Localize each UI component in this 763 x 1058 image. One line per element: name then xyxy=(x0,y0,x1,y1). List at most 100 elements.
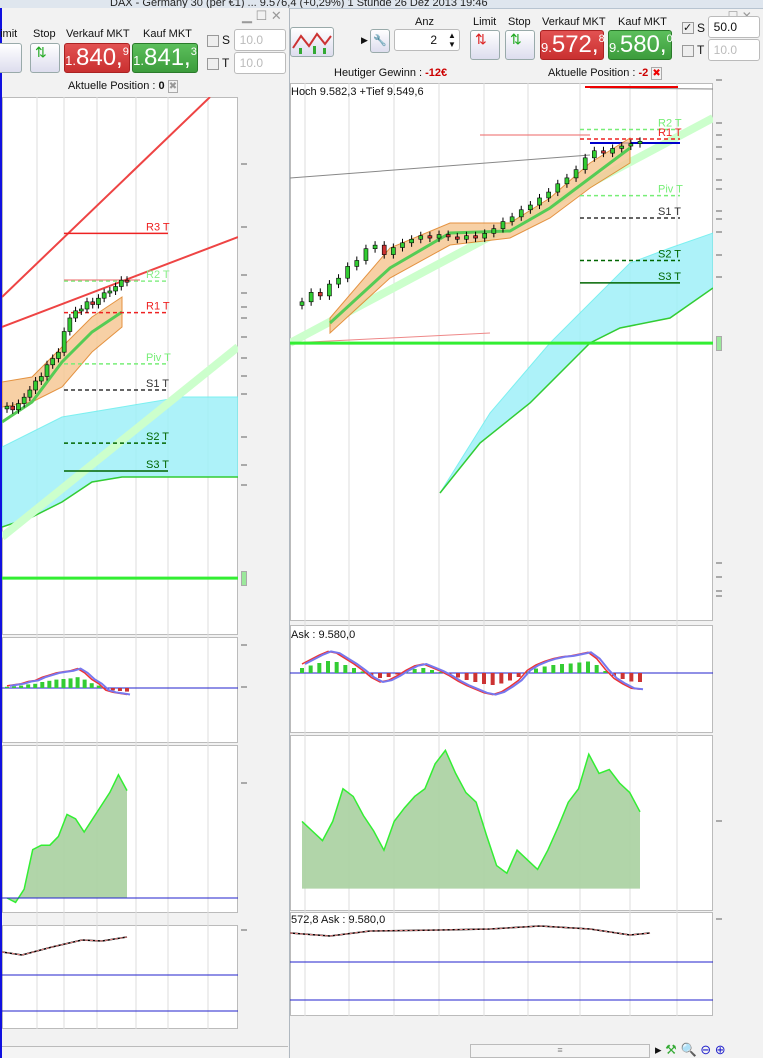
target-distance-input[interactable]: 10.0 xyxy=(708,39,760,61)
candle xyxy=(546,191,551,199)
ichimoku-span-b xyxy=(439,287,713,494)
candle xyxy=(464,235,469,240)
stop-order-button[interactable]: ⇅ xyxy=(30,43,60,73)
position-value: -2 xyxy=(638,67,649,79)
trend-line xyxy=(2,343,238,541)
scrollbar[interactable]: ≡ xyxy=(470,1044,650,1058)
macd-value-label xyxy=(241,644,247,646)
macd-line xyxy=(9,667,131,696)
target-distance-input[interactable]: 10.0 xyxy=(234,52,286,74)
buy-price-fraction: 3 xyxy=(190,46,197,58)
price-label-box xyxy=(716,146,722,149)
sell-label: Verkauf MKT xyxy=(542,16,606,28)
candle xyxy=(500,221,506,229)
limit-order-button[interactable]: ⇅ xyxy=(470,30,500,60)
stop-checkbox-label: S xyxy=(697,21,706,35)
macd-histogram-bar xyxy=(378,673,382,678)
zoom-in-icon[interactable]: ⊕ xyxy=(714,1042,726,1057)
buy-market-button[interactable]: 1.841,3 xyxy=(132,43,198,73)
indicator-line xyxy=(6,773,128,904)
target-checkbox[interactable] xyxy=(207,58,219,70)
close-icon[interactable]: ✕ xyxy=(270,8,282,23)
candle xyxy=(391,247,396,255)
chart-settings-icon[interactable]: ⚒ xyxy=(665,1042,677,1057)
limit-order-button[interactable]: ⇅ xyxy=(0,43,22,73)
macd-histogram-bar xyxy=(421,668,426,673)
macd-histogram-bar xyxy=(542,666,547,673)
target-checkbox[interactable] xyxy=(682,45,694,57)
right-bottom-pane xyxy=(290,912,713,1016)
stop-distance-input[interactable]: 10.0 xyxy=(234,29,286,51)
close-position-icon[interactable]: ✖ xyxy=(167,80,179,93)
maximize-icon[interactable]: ☐ xyxy=(255,8,268,23)
left-chart-canvas[interactable]: R3 T R2 T R1 T Piv T S1 T S2 T S3 T xyxy=(2,97,238,1029)
macd-histogram-bar xyxy=(352,668,356,673)
oscillator-signal-line xyxy=(290,925,651,937)
right-macd-label: Ask : 9.580,0 xyxy=(291,629,356,641)
price-label-box xyxy=(716,590,722,593)
macd-histogram-bar xyxy=(386,673,391,677)
sell-market-button[interactable]: 9.572,8 xyxy=(540,30,605,60)
candle xyxy=(582,157,588,170)
limit-label: Limit xyxy=(473,16,497,28)
price-label-box xyxy=(716,218,722,221)
stop-checkbox[interactable] xyxy=(207,35,219,47)
wrench-icon: 🔧 xyxy=(373,35,387,47)
stop-distance-input[interactable]: 50.0 xyxy=(708,16,760,38)
scroll-right-icon[interactable]: ▸ xyxy=(655,1042,662,1057)
macd-histogram-bar xyxy=(40,682,45,688)
candle xyxy=(107,290,113,294)
stop-order-icon: ⇅ xyxy=(35,44,47,60)
macd-histogram-bar xyxy=(96,685,101,688)
position-display: Aktuelle Position : 0 ✖ xyxy=(68,80,179,93)
candle xyxy=(96,297,101,305)
anz-label: Anz xyxy=(415,16,434,28)
price-label-box xyxy=(716,178,722,181)
moving-average-line xyxy=(328,146,631,325)
settings-wrench-button[interactable]: 🔧 xyxy=(370,29,390,53)
price-label-box xyxy=(241,163,247,166)
stop-order-button[interactable]: ⇅ xyxy=(505,30,535,60)
price-label-box xyxy=(716,275,722,278)
candle xyxy=(118,279,124,287)
pivot-level-label: S3 T xyxy=(658,271,681,283)
scrollbar-left[interactable] xyxy=(2,1046,288,1058)
toolbar-arrow-icon[interactable]: ▶ xyxy=(361,35,368,45)
right-chart-canvas[interactable]: R2 TR1 T Piv T S1 T S2 T S3 T xyxy=(290,83,713,1016)
macd-histogram-bar xyxy=(395,673,400,675)
quantity-stepper[interactable]: 2 xyxy=(394,29,460,51)
candle xyxy=(73,310,78,319)
candle xyxy=(491,228,497,234)
stop-checkbox[interactable]: ✓ xyxy=(682,22,694,34)
macd-histogram-bar xyxy=(508,673,512,681)
sell-market-button[interactable]: 1.840,9 xyxy=(64,43,130,73)
candle xyxy=(124,279,130,283)
macd-value-label xyxy=(716,576,722,578)
buy-market-button[interactable]: 9.580,0 xyxy=(608,30,673,60)
macd-histogram-bar xyxy=(499,673,504,684)
zoom-out-icon[interactable]: ⊖ xyxy=(700,1042,712,1057)
macd-histogram-bar xyxy=(54,679,59,688)
target-checkbox-label: T xyxy=(697,43,705,57)
position-value: 0 xyxy=(158,80,165,92)
stepper-arrows-icon[interactable]: ▲ ▼ xyxy=(448,31,456,49)
candle xyxy=(113,286,118,292)
macd-histogram-bar xyxy=(490,673,495,685)
macd-histogram-bar xyxy=(482,673,486,684)
macd-histogram-bar xyxy=(75,677,80,688)
candle xyxy=(336,277,341,285)
indicator-area xyxy=(7,774,127,903)
macd-histogram-bar xyxy=(12,686,17,688)
macd-histogram-bar xyxy=(568,663,573,673)
pivot-level-label: R2 T xyxy=(146,269,170,281)
zoom-vertical-icon[interactable]: 🔍 xyxy=(680,1042,697,1057)
price-label-box xyxy=(241,356,247,359)
candle xyxy=(564,177,570,185)
chart-type-button[interactable] xyxy=(290,27,334,57)
buy-price-prefix: 1. xyxy=(133,53,144,68)
candle xyxy=(4,405,10,410)
price-label-box xyxy=(241,571,247,587)
candle xyxy=(317,292,323,297)
minimize-icon[interactable]: ▁ xyxy=(242,8,252,23)
close-position-icon[interactable]: ✖ xyxy=(651,67,662,80)
